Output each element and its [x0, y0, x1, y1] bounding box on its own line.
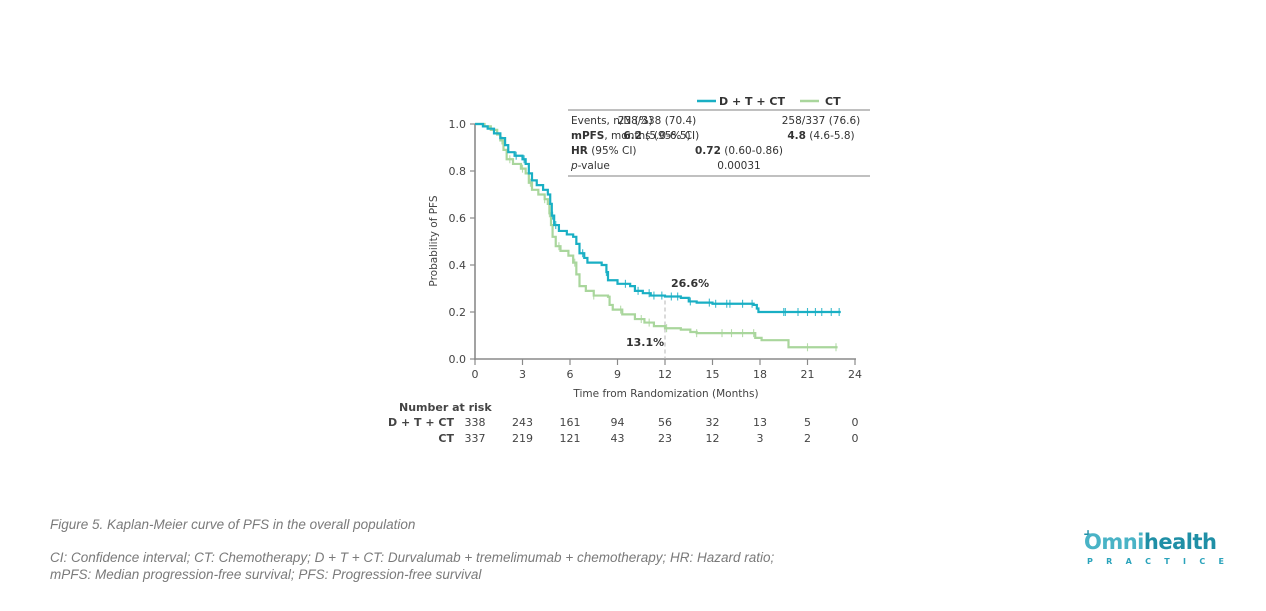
- x-tick-label: 0: [472, 368, 479, 381]
- row-pvalue-label: p-value: [570, 160, 610, 172]
- x-tick-label: 21: [801, 368, 815, 381]
- legend-label-dtc: D + T + CT: [719, 95, 785, 108]
- row-hr-label: HR (95% CI): [571, 145, 637, 157]
- risk-value: 2: [804, 432, 811, 445]
- omnihealth-logo: + Omnihealth PRACTICE: [1083, 527, 1224, 570]
- logo-wordmark: Omnihealth: [1084, 530, 1217, 554]
- risk-value: 0: [852, 432, 859, 445]
- number-at-risk: Number at risk D + T + CT CT 338 243 161 94…: [388, 401, 858, 445]
- km-curve-ct: [475, 122, 838, 349]
- x-tick-label: 3: [519, 368, 526, 381]
- legend: D + T + CT CT: [697, 95, 841, 108]
- y-tick-label: 0.8: [449, 165, 467, 178]
- footnote-line-2: mPFS: Median progression-free survival; …: [50, 567, 482, 582]
- risk-value: 5: [804, 416, 811, 429]
- risk-value: 12: [706, 432, 720, 445]
- risk-value: 32: [706, 416, 720, 429]
- risk-value: 338: [465, 416, 486, 429]
- y-ticks: 0.0 0.2 0.4 0.6 0.8 1.0: [449, 118, 475, 366]
- figure-caption: Figure 5. Kaplan-Meier curve of PFS in t…: [50, 517, 416, 532]
- risk-value: 94: [611, 416, 625, 429]
- x-tick-label: 12: [658, 368, 672, 381]
- risk-value: 43: [611, 432, 625, 445]
- row-events-dtc: 238/338 (70.4): [618, 115, 697, 127]
- km-curve-dtc: [475, 122, 841, 314]
- x-tick-label: 15: [706, 368, 720, 381]
- risk-value: 23: [658, 432, 672, 445]
- y-tick-label: 0.0: [449, 353, 467, 366]
- risk-value: 13: [753, 416, 767, 429]
- x-tick-label: 6: [567, 368, 574, 381]
- risk-label-ct: CT: [438, 432, 454, 445]
- stats-table: Events, n/N (%) 238/338 (70.4) 258/337 (…: [568, 109, 870, 177]
- x-ticks: 0 3 6 9 12 15 18 21 24: [472, 359, 862, 381]
- footnote-line-1: CI: Confidence interval; CT: Chemotherap…: [50, 550, 775, 565]
- risk-value: 0: [852, 416, 859, 429]
- x-tick-label: 9: [614, 368, 621, 381]
- row-mpfs-dtc: 6.2 (5.0-6.5): [623, 130, 690, 142]
- x-tick-label: 18: [753, 368, 767, 381]
- x-tick-label: 24: [848, 368, 862, 381]
- logo-plus-icon: +: [1083, 527, 1094, 541]
- logo-subtitle: PRACTICE: [1087, 557, 1238, 566]
- risk-title: Number at risk: [399, 401, 492, 414]
- row-mpfs-ct: 4.8 (4.6-5.8): [787, 130, 854, 142]
- annotation-dtc-12m: 26.6%: [671, 277, 709, 290]
- risk-value: 337: [465, 432, 486, 445]
- row-events-label: Events, n/N (%): [571, 115, 653, 127]
- row-events-ct: 258/337 (76.6): [782, 115, 861, 127]
- risk-value: 3: [757, 432, 764, 445]
- legend-label-ct: CT: [825, 95, 841, 108]
- risk-value: 56: [658, 416, 672, 429]
- row-hr-value: 0.72 (0.60-0.86): [695, 145, 783, 157]
- y-tick-label: 0.6: [449, 212, 467, 225]
- risk-value: 121: [560, 432, 581, 445]
- y-tick-label: 1.0: [449, 118, 467, 131]
- annotation-ct-12m: 13.1%: [626, 336, 664, 349]
- y-axis-title: Probability of PFS: [428, 195, 440, 286]
- y-tick-label: 0.2: [449, 306, 467, 319]
- x-axis-title: Time from Randomization (Months): [572, 388, 758, 400]
- risk-label-dtc: D + T + CT: [388, 416, 454, 429]
- row-pvalue-value: 0.00031: [717, 160, 760, 172]
- risk-value: 161: [560, 416, 581, 429]
- risk-value: 219: [512, 432, 533, 445]
- risk-value: 243: [512, 416, 533, 429]
- curves: [475, 122, 841, 352]
- y-tick-label: 0.4: [449, 259, 467, 272]
- row-mpfs-label: mPFS, months (95% CI): [571, 130, 699, 142]
